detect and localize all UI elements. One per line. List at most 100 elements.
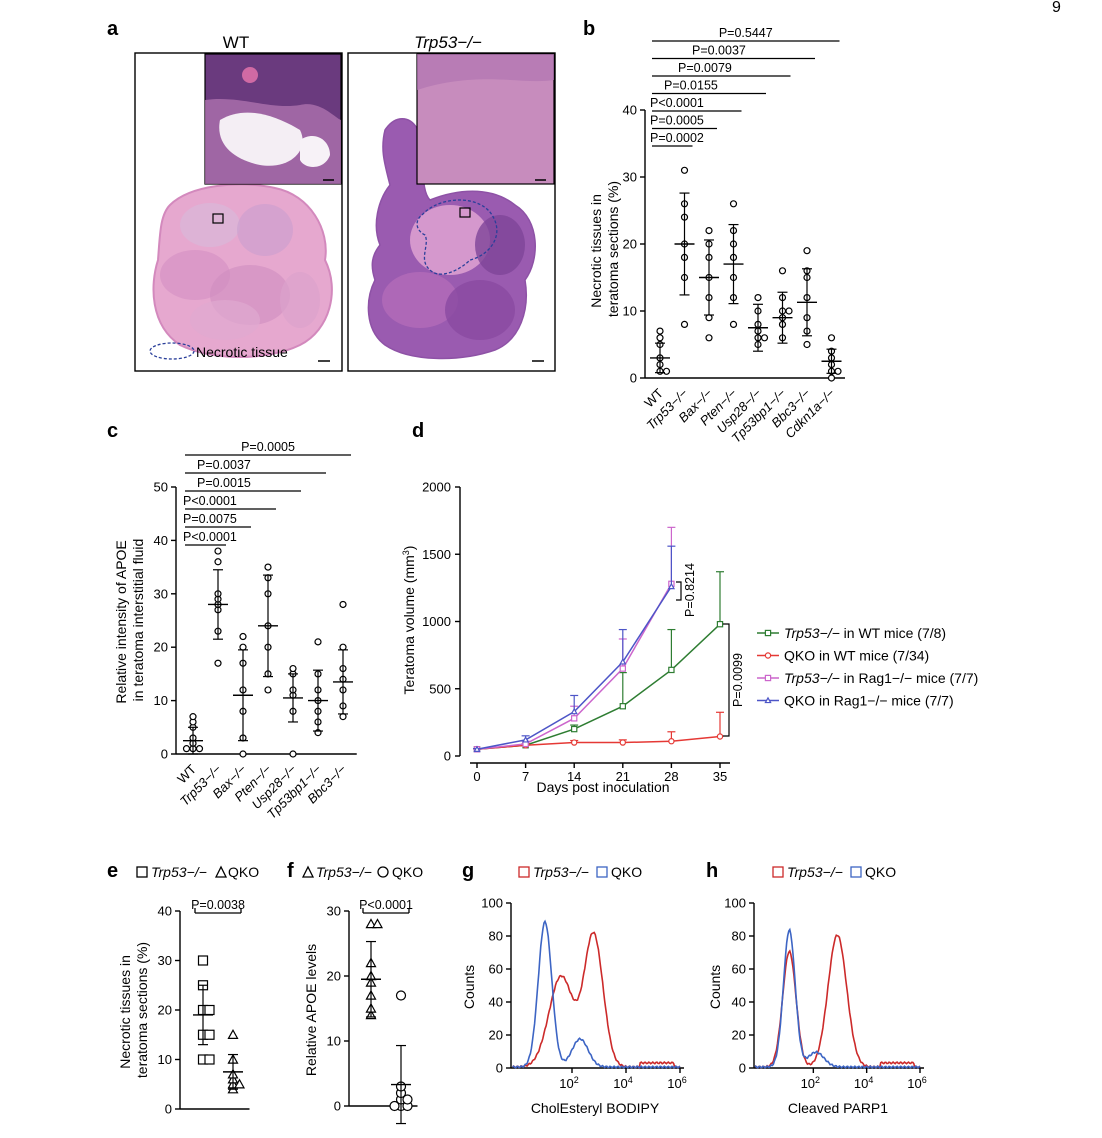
ylabel-e-line2: teratoma sections (%) [134, 942, 150, 1078]
legend-label: QKO in Rag1−/− mice (7/7) [784, 693, 954, 709]
legend-e-qko: QKO [228, 864, 259, 880]
data-point [289, 664, 297, 673]
plot-d: 0 500 1000 1500 2000 0 7 14 21 28 35 Trp53−/− in WT… [422, 480, 978, 785]
plot-f: 0 10 20 30 P<0.0001 [327, 898, 418, 1125]
y-tick-label: 20 [158, 1003, 172, 1018]
data-point [803, 247, 811, 255]
panel-letter-f: f [287, 860, 294, 882]
data-point [289, 750, 297, 758]
y-tick-label: 10 [623, 304, 637, 319]
ylabel-f: Relative APOE levels [303, 944, 319, 1076]
plot-c: 01020304050WTTrp53−/−Bax−/−Pten−/−Usp28−… [154, 440, 357, 822]
comparison-label: P=0.0002 [650, 131, 704, 145]
series-point [716, 733, 724, 740]
data-point [371, 918, 384, 929]
panel-letter-a: a [107, 18, 119, 40]
data-point [264, 563, 272, 571]
ylabel-b-line2: teratoma sections (%) [605, 181, 621, 317]
y-tick-label: 0 [165, 1102, 172, 1117]
y-tick-label: 10 [154, 693, 168, 708]
y-tick-label: 30 [154, 586, 168, 601]
comparison-label: P=0.5447 [719, 26, 773, 40]
comparison-label: P=0.0037 [692, 44, 746, 58]
ylabel-c: Relative intensity of APOE in teratoma i… [113, 536, 146, 703]
ylabel-h: Counts [707, 965, 723, 1009]
ylabel-g: Counts [461, 965, 477, 1009]
panel-c: c Relative intensity of APOE in teratoma… [107, 420, 357, 822]
y-tick-label: 20 [327, 969, 341, 984]
data-point [729, 320, 738, 328]
x-tick-label: 0 [473, 769, 480, 784]
y-tick-label: 0 [334, 1099, 341, 1114]
y-tick-label: 20 [623, 237, 637, 252]
data-point [339, 600, 347, 609]
histogram-trp53 [512, 931, 681, 1070]
data-point [778, 267, 787, 275]
x-tick-label: 7 [522, 769, 529, 784]
data-point [214, 558, 222, 566]
bracket-p2 [723, 623, 730, 737]
y-tick-label: 40 [158, 904, 172, 919]
data-point [389, 1100, 400, 1112]
panel-g: g Trp53−/− QKO Counts CholEsteryl BODIPY… [461, 860, 687, 1116]
data-point [803, 340, 811, 349]
y-tick-label: 60 [489, 962, 503, 977]
comparison-label: P=0.0015 [197, 476, 251, 490]
data-point [656, 334, 664, 342]
comparison-label: P<0.0001 [359, 898, 413, 912]
histogram-qko [512, 919, 681, 1069]
y-tick-label: 20 [732, 1028, 746, 1043]
data-point [827, 334, 836, 342]
plot-b: 010203040WTTrp53−/−Bax−/−Pten−/−Usp28−/−… [623, 26, 845, 446]
y-tick-label: 40 [489, 995, 503, 1010]
panel-letter-g: g [462, 860, 474, 882]
legend-h-trp53: Trp53−/− [787, 864, 843, 880]
series-2 [473, 526, 676, 753]
data-point [189, 713, 197, 721]
y-tick-label: 20 [489, 1028, 503, 1043]
legend-h-red-marker [772, 866, 784, 878]
y-tick-label: 10 [158, 1052, 172, 1067]
data-point [760, 334, 769, 342]
wt-image-title: WT [223, 33, 249, 52]
ylabel-b: Necrotic tissues in teratoma sections (%… [588, 181, 621, 317]
y-tick-label: 60 [732, 962, 746, 977]
legend-marker [764, 696, 772, 704]
bracket-p1 [676, 581, 682, 601]
legend-marker [764, 674, 772, 682]
series-point [716, 620, 724, 628]
data-point [365, 918, 377, 929]
x-tick-label: 104 [854, 1075, 873, 1091]
y-tick-label: 40 [154, 533, 168, 548]
panel-letter-b: b [583, 18, 595, 40]
series-point [668, 666, 675, 674]
trp53-histology-image [347, 52, 556, 372]
plot-g: 0 20 40 60 80 100 102 104 106 [481, 896, 686, 1092]
figure-corner-mark: 9 [1052, 0, 1061, 16]
data-point [402, 1094, 413, 1105]
ylabel-e-line1: Necrotic tissues in [117, 955, 133, 1069]
y-tick-label: 40 [732, 995, 746, 1010]
xlabel-h: Cleaved PARP1 [788, 1100, 888, 1116]
panel-letter-e: e [107, 860, 118, 882]
series-line [476, 583, 673, 751]
necrotic-legend-label: Necrotic tissue [196, 344, 288, 360]
panel-e: e Trp53−/− QKO Necrotic tissues in terat… [107, 860, 259, 1117]
comparison-label: P=0.0155 [664, 79, 718, 93]
y-tick-label: 0 [444, 749, 451, 764]
legend-f-trp53: Trp53−/− [316, 864, 372, 880]
legend-marker [764, 629, 772, 637]
panel-letter-h: h [706, 860, 718, 882]
legend-g-red-marker [518, 866, 530, 878]
legend-e-triangle-marker [214, 865, 228, 878]
y-tick-label: 80 [732, 929, 746, 944]
legend-marker [764, 652, 772, 659]
data-point [680, 166, 689, 174]
annotation-p2: P=0.0099 [731, 653, 745, 707]
series-point [619, 703, 627, 710]
data-point [314, 638, 322, 646]
data-point [204, 1054, 215, 1065]
data-point [204, 1004, 215, 1016]
y-tick-label: 30 [623, 170, 637, 185]
data-point [204, 1029, 215, 1040]
